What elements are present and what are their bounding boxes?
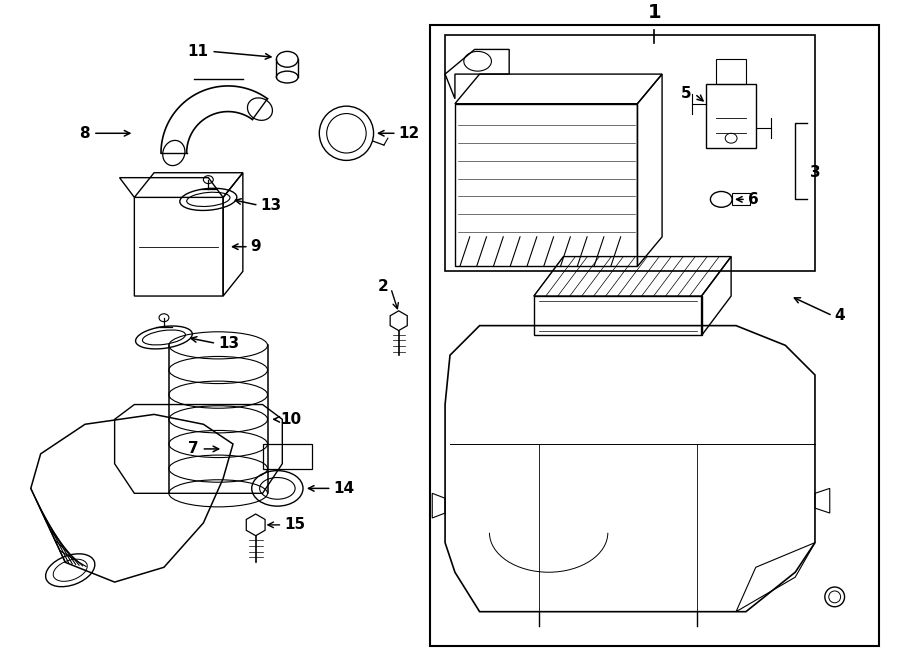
- Bar: [716, 59, 746, 84]
- Text: 8: 8: [79, 126, 90, 141]
- Text: 4: 4: [834, 308, 845, 323]
- Text: 13: 13: [218, 336, 239, 351]
- Text: 6: 6: [748, 192, 759, 207]
- Bar: [732, 194, 750, 206]
- Text: 5: 5: [681, 87, 692, 101]
- Text: 12: 12: [399, 126, 420, 141]
- Text: 15: 15: [284, 518, 305, 532]
- Text: 11: 11: [187, 44, 208, 59]
- Text: 9: 9: [251, 239, 261, 254]
- Text: 3: 3: [810, 165, 821, 180]
- Text: 7: 7: [188, 442, 199, 457]
- Text: 13: 13: [261, 198, 282, 213]
- Text: 10: 10: [280, 412, 302, 427]
- Text: 1: 1: [647, 3, 661, 22]
- Text: 2: 2: [378, 279, 389, 293]
- Text: 14: 14: [334, 481, 355, 496]
- Bar: [446, 34, 815, 272]
- Bar: [430, 24, 879, 646]
- Bar: [706, 84, 756, 148]
